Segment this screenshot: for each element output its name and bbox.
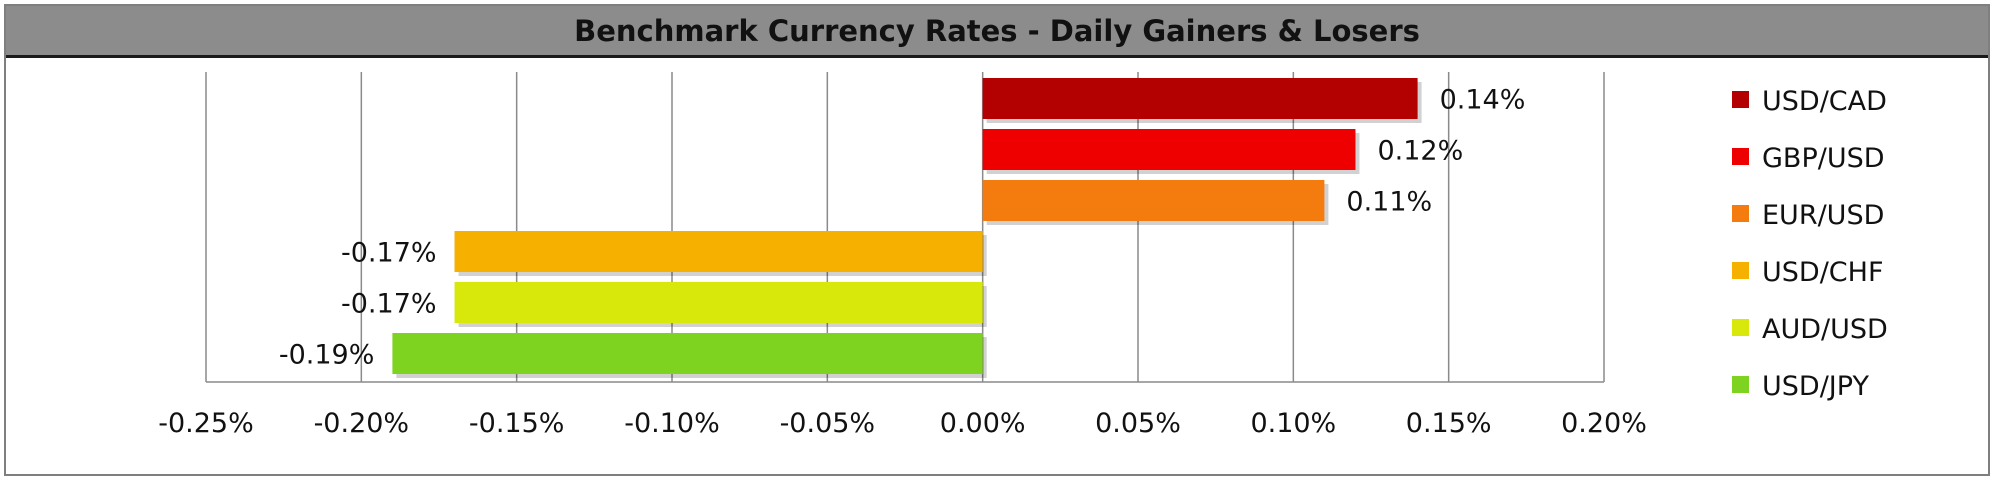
chart-title-bar: Benchmark Currency Rates - Daily Gainers… xyxy=(6,6,1988,58)
bars xyxy=(392,78,1422,378)
x-tick-label: 0.00% xyxy=(940,408,1026,439)
legend-label: USD/CAD xyxy=(1762,86,1887,117)
data-label: 0.14% xyxy=(1440,85,1526,116)
data-label: -0.19% xyxy=(279,340,375,371)
x-axis-tick-labels: -0.25% -0.20% -0.15% -0.10% -0.05% 0.00% 0.05%… xyxy=(158,408,1647,439)
x-tick-label: -0.25% xyxy=(158,408,254,439)
bar-usd-chf xyxy=(454,231,983,272)
gridlines xyxy=(205,72,1605,382)
bar-aud-usd xyxy=(454,282,983,323)
legend: USD/CAD GBP/USD EUR/USD USD/CHF AUD/USD USD/J… xyxy=(1732,86,1888,402)
legend-label: GBP/USD xyxy=(1762,143,1885,174)
legend-label: USD/JPY xyxy=(1762,371,1869,402)
legend-swatch xyxy=(1732,262,1749,279)
chart-svg: 0.14% 0.12% 0.11% -0.17% -0.17% -0.19% -0.25%… xyxy=(158,72,1888,439)
chart-frame: Benchmark Currency Rates - Daily Gainers… xyxy=(4,4,1990,476)
x-tick-label: -0.05% xyxy=(780,408,876,439)
x-tick-label: -0.10% xyxy=(624,408,720,439)
data-label: 0.11% xyxy=(1346,187,1432,218)
x-tick-label: -0.15% xyxy=(469,408,565,439)
legend-swatch xyxy=(1732,205,1749,222)
x-tick-label: 0.10% xyxy=(1250,408,1336,439)
chart-title: Benchmark Currency Rates - Daily Gainers… xyxy=(574,13,1420,48)
x-tick-label: 0.05% xyxy=(1095,408,1181,439)
legend-label: AUD/USD xyxy=(1762,314,1888,345)
bar-usd-cad xyxy=(982,78,1418,119)
bar-eur-usd xyxy=(982,180,1325,221)
legend-swatch xyxy=(1732,319,1749,336)
x-tick-label: 0.20% xyxy=(1561,408,1647,439)
bar-usd-jpy xyxy=(392,333,983,374)
legend-swatch xyxy=(1732,376,1749,393)
legend-label: EUR/USD xyxy=(1762,200,1884,231)
data-labels: 0.14% 0.12% 0.11% -0.17% -0.17% -0.19% xyxy=(279,85,1525,371)
x-tick-label: 0.15% xyxy=(1406,408,1492,439)
legend-swatch xyxy=(1732,91,1749,108)
data-label: -0.17% xyxy=(341,238,437,269)
bar-gbp-usd xyxy=(982,129,1356,170)
x-tick-label: -0.20% xyxy=(314,408,410,439)
legend-swatch xyxy=(1732,148,1749,165)
data-label: 0.12% xyxy=(1377,136,1463,167)
data-label: -0.17% xyxy=(341,289,437,320)
legend-label: USD/CHF xyxy=(1762,257,1883,288)
